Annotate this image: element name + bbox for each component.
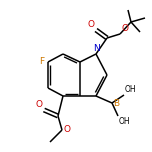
Text: F: F — [39, 57, 44, 67]
Text: O: O — [63, 126, 70, 135]
Text: O: O — [36, 100, 43, 109]
Text: OH: OH — [119, 117, 131, 126]
Text: O: O — [88, 20, 95, 29]
Text: B: B — [113, 98, 119, 107]
Text: N: N — [93, 44, 99, 53]
Text: OH: OH — [125, 85, 137, 94]
Text: O: O — [121, 24, 128, 33]
